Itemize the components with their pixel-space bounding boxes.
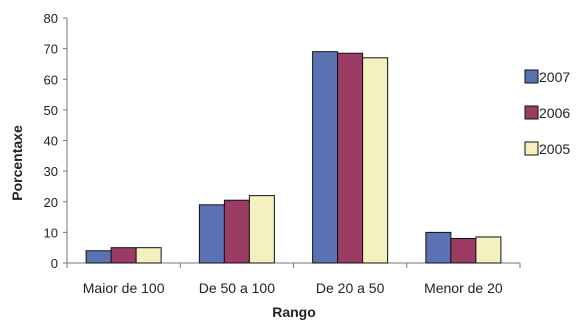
bar-2007-1	[85, 250, 112, 264]
legend-label-2007: 2007	[539, 69, 570, 85]
legend-swatch-2005	[524, 141, 539, 156]
chart-axes	[66, 18, 520, 264]
legend-label-2005: 2005	[539, 141, 570, 157]
y-tick-label: 80	[44, 11, 58, 26]
x-axis-label: Rango	[272, 304, 316, 320]
x-tick-label: Maior de 100	[83, 280, 165, 296]
chart-ticks: 0 10 20 30 40 50 60 70 80 Maior de 100 De 50 a 100…	[44, 11, 521, 296]
y-tick-label: 60	[44, 72, 58, 87]
x-tick-label: De 50 a 100	[199, 280, 275, 296]
legend-label-2006: 2006	[539, 105, 570, 121]
bar-2006-3	[337, 52, 364, 264]
bar-2006-4	[450, 238, 477, 264]
y-tick-label: 50	[44, 103, 58, 118]
bar-2005-2	[248, 195, 275, 264]
bar-2005-3	[362, 57, 389, 264]
x-tick-label: De 20 a 50	[316, 280, 385, 296]
bar-2006-1	[110, 247, 137, 264]
legend-swatch-2006	[524, 105, 539, 120]
y-axis-label: Porcentaxe	[9, 125, 25, 201]
y-tick-label: 10	[44, 225, 58, 240]
y-tick-label: 30	[44, 164, 58, 179]
bar-2007-2	[198, 204, 225, 264]
bar-2007-4	[425, 231, 452, 264]
chart-legend: 2007 2006 2005	[524, 69, 570, 157]
x-tick-label: Menor de 20	[424, 280, 503, 296]
legend-swatch-2007	[524, 69, 539, 84]
y-tick-label: 20	[44, 195, 58, 210]
bar-2007-3	[312, 51, 339, 264]
y-tick-label: 0	[51, 256, 58, 271]
bar-2005-1	[135, 247, 162, 264]
y-tick-label: 40	[44, 134, 58, 149]
bar-2005-4	[475, 236, 502, 264]
bar-2006-2	[223, 199, 250, 264]
y-tick-label: 70	[44, 42, 58, 57]
chart-bars	[85, 51, 502, 264]
